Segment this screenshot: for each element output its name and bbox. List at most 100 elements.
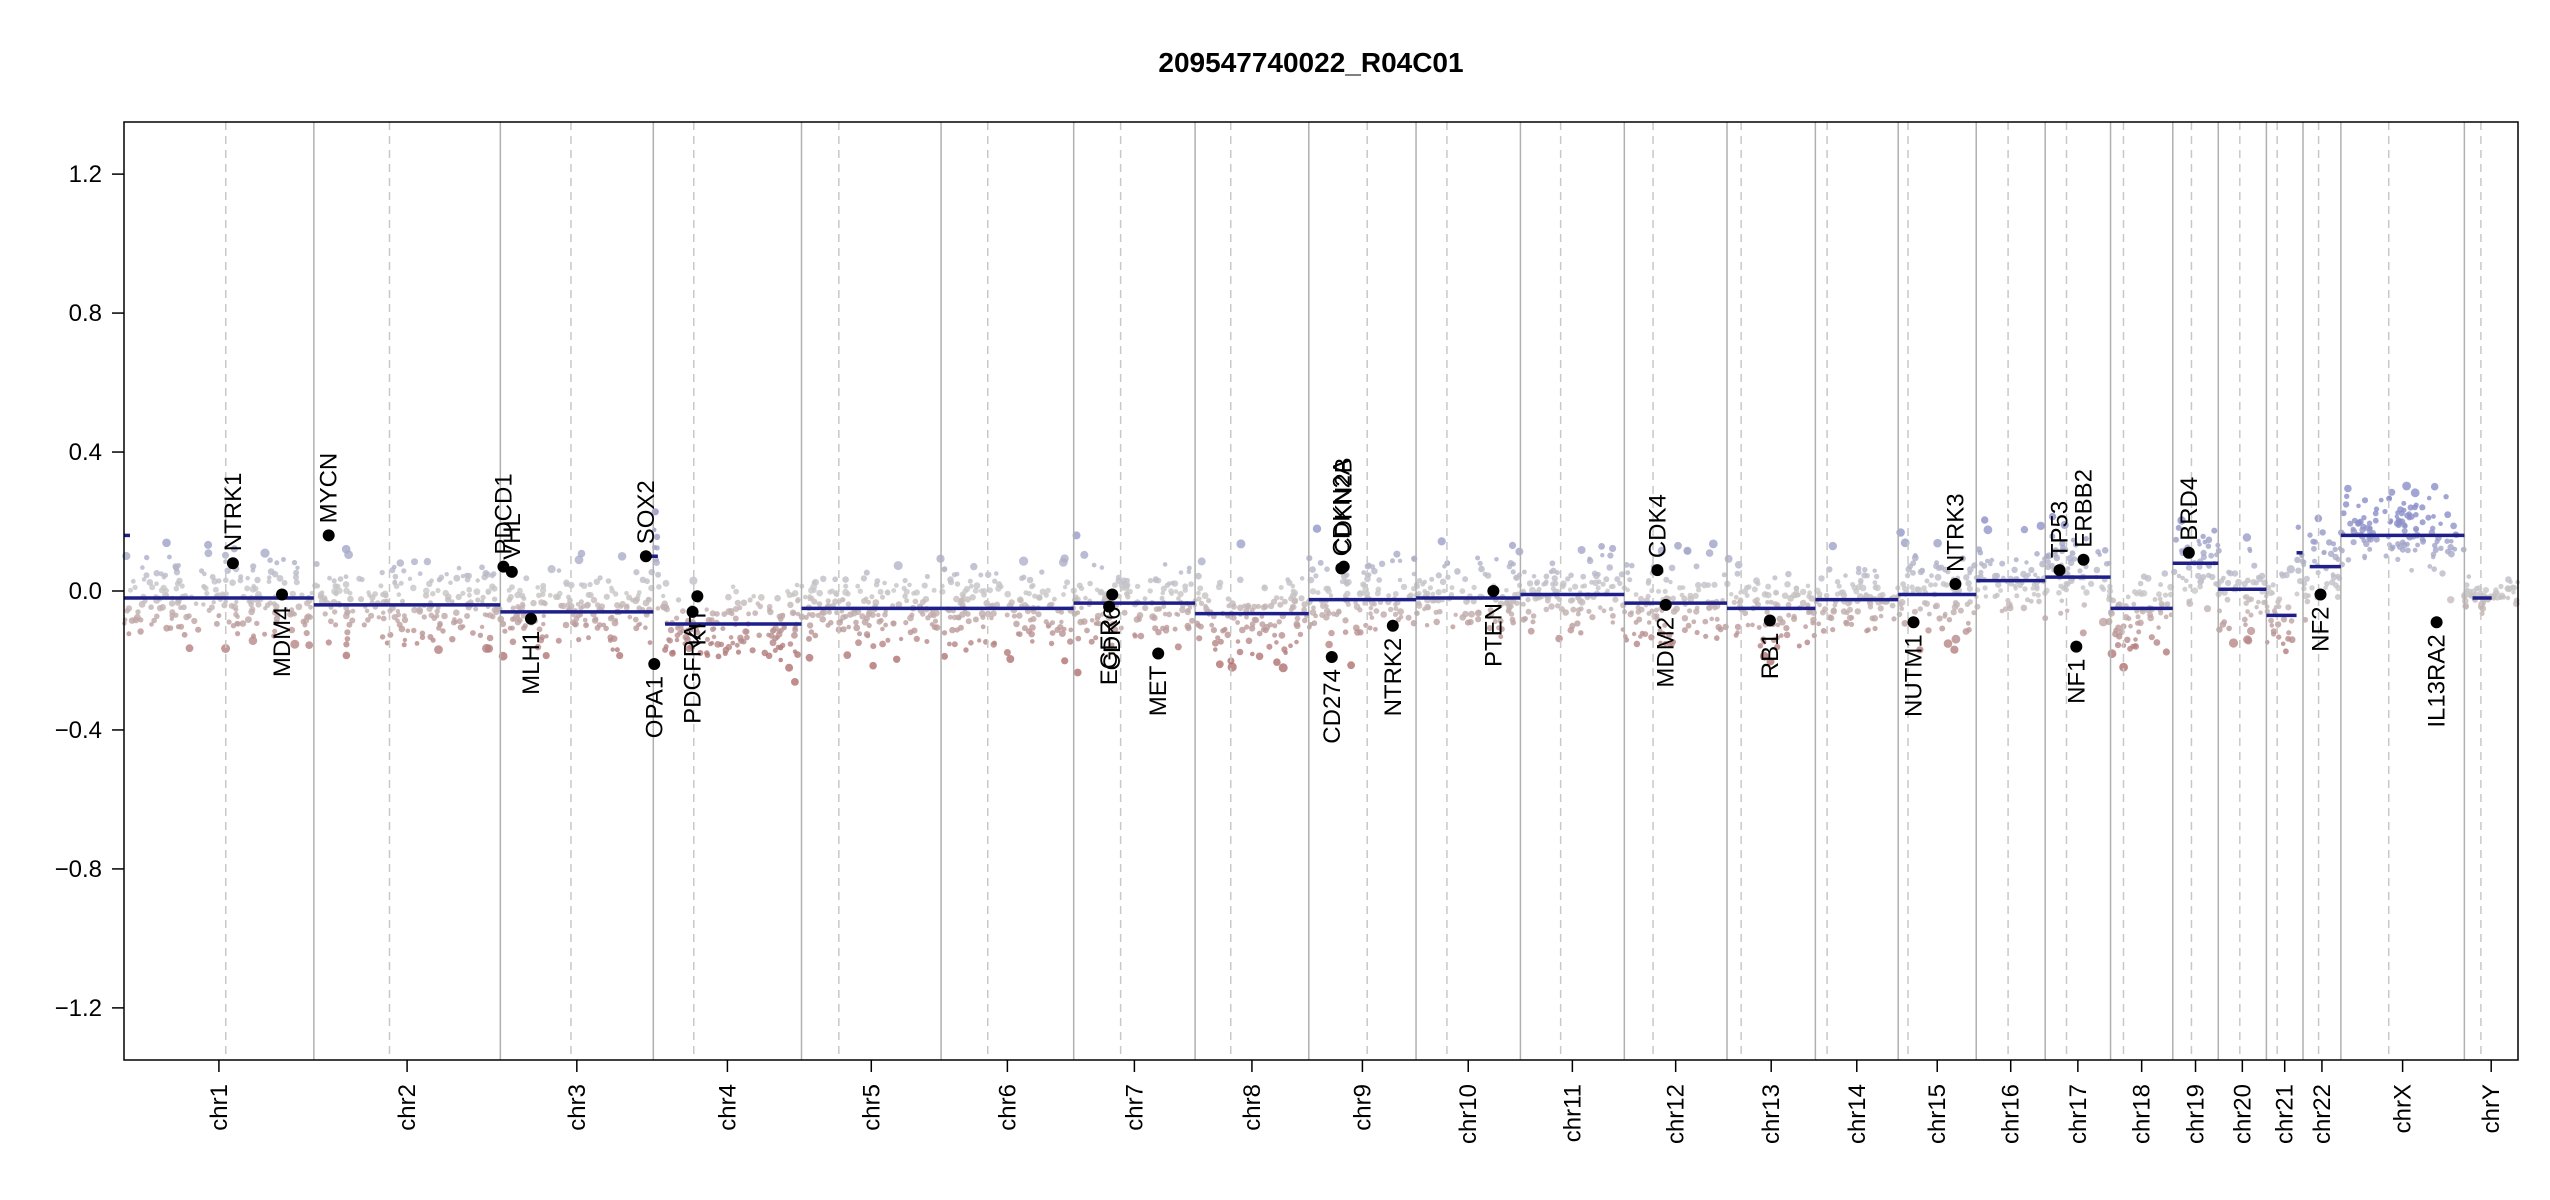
probe-point	[2310, 538, 2317, 545]
probe-point	[857, 631, 862, 637]
probe-point	[840, 626, 847, 633]
probe-point	[2226, 569, 2232, 575]
probe-point	[1030, 608, 1037, 615]
probe-point	[1509, 616, 1516, 623]
probe-point	[1369, 615, 1375, 620]
probe-point	[1562, 609, 1569, 616]
probe-point	[1256, 630, 1263, 637]
probe-point	[201, 584, 208, 590]
probe-point	[124, 608, 130, 614]
probe-point	[2136, 629, 2142, 635]
probe-point	[1638, 595, 1644, 602]
probe-point	[2028, 598, 2034, 604]
probe-point	[1967, 599, 1973, 605]
probe-point	[1681, 595, 1688, 602]
probe-point	[1744, 593, 1750, 598]
probe-point	[2241, 580, 2248, 588]
probe-point	[1184, 608, 1192, 616]
probe-point	[1596, 571, 1601, 577]
probe-point	[1768, 599, 1774, 605]
probe-point	[482, 569, 489, 577]
probe-point	[368, 612, 375, 619]
probe-point	[400, 598, 405, 604]
probe-point	[248, 636, 258, 645]
probe-point	[1462, 610, 1469, 618]
probe-point	[2403, 523, 2408, 529]
probe-point	[705, 636, 710, 642]
probe-point	[751, 594, 756, 599]
probe-point	[933, 624, 941, 631]
probe-point	[486, 634, 494, 642]
probe-point	[1016, 612, 1023, 619]
probe-point	[2269, 623, 2275, 628]
probe-point	[610, 647, 615, 652]
probe-point	[1463, 598, 1470, 605]
probe-point	[1029, 584, 1035, 590]
probe-point	[790, 592, 796, 598]
probe-point	[1572, 583, 1579, 590]
probe-point	[1570, 606, 1577, 613]
probe-point	[1816, 621, 1822, 627]
probe-point	[1674, 541, 1682, 550]
probe-point	[846, 624, 851, 630]
probe-point	[2448, 550, 2455, 558]
probe-point	[204, 590, 210, 597]
probe-point	[416, 608, 423, 615]
probe-point	[1392, 591, 1399, 597]
probe-point	[2140, 573, 2148, 580]
probe-point	[2171, 568, 2178, 576]
probe-point	[965, 611, 971, 617]
probe-point	[235, 631, 241, 637]
probe-point	[276, 575, 284, 582]
probe-point	[1178, 570, 1184, 575]
probe-point	[1364, 590, 1371, 597]
probe-point	[2088, 580, 2095, 588]
probe-point	[2367, 546, 2373, 552]
probe-point	[336, 587, 343, 594]
probe-point	[1677, 585, 1683, 591]
probe-point	[1946, 617, 1953, 623]
probe-point	[1869, 615, 1876, 622]
probe-point	[2301, 586, 2307, 592]
probe-point	[1551, 575, 1558, 582]
probe-point	[893, 655, 901, 663]
probe-point	[208, 604, 215, 611]
probe-point	[2505, 595, 2511, 601]
probe-point	[228, 602, 235, 609]
probe-point	[1260, 604, 1267, 611]
probe-point	[840, 597, 846, 603]
probe-point	[271, 633, 277, 639]
probe-point	[1950, 645, 1959, 654]
probe-point	[384, 640, 390, 646]
probe-point	[2231, 570, 2239, 577]
probe-point	[970, 562, 978, 571]
gene-label: VHL	[499, 513, 526, 560]
probe-point	[778, 627, 784, 634]
probe-point	[785, 663, 794, 672]
probe-point	[1899, 606, 1905, 612]
probe-point	[1863, 592, 1870, 600]
probe-point	[151, 617, 157, 624]
probe-point	[705, 617, 712, 624]
chromosome-label: chr6	[994, 1084, 1021, 1131]
probe-point	[281, 557, 286, 562]
probe-point	[1757, 643, 1764, 649]
probe-point	[1159, 595, 1165, 601]
probe-point	[1848, 621, 1855, 628]
chromosome-label: chr13	[1758, 1084, 1785, 1144]
probe-point	[924, 573, 931, 580]
probe-point	[1059, 619, 1064, 625]
probe-point	[1311, 605, 1316, 611]
probe-point	[2511, 590, 2516, 595]
probe-point	[1608, 606, 1614, 612]
probe-point	[1734, 623, 1742, 631]
probe-point	[1142, 596, 1148, 601]
probe-point	[2345, 557, 2352, 563]
probe-point	[1623, 562, 1630, 568]
probe-point	[313, 561, 320, 567]
probe-point	[1633, 640, 1641, 648]
probe-point	[1823, 592, 1830, 599]
chromosome-label: chr7	[1121, 1084, 1148, 1131]
probe-point	[1424, 590, 1429, 596]
probe-point	[357, 596, 365, 603]
